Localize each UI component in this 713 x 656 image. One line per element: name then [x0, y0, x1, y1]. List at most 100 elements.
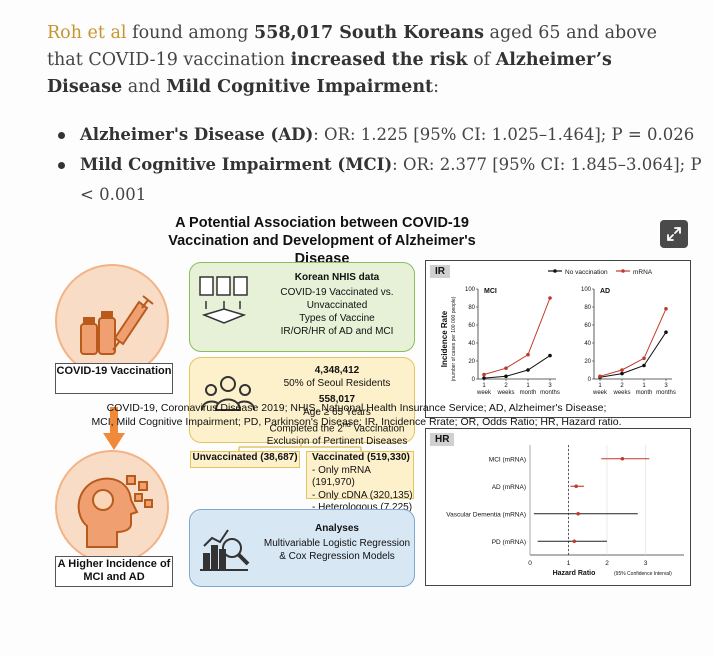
result-item-ad: Alzheimer's Disease (AD): OR: 1.225 [95%… [58, 120, 713, 150]
result-stat: : OR: 2.377 [95% CI: 1.845–3.064]; P < 0… [80, 155, 702, 204]
y-tick-label: 20 [584, 359, 591, 365]
data-point [664, 330, 668, 334]
ir-chart: No vaccination mRNA Incidence Rate (number … [440, 269, 676, 396]
legend-label: No vaccination [565, 269, 608, 276]
data-point [664, 307, 668, 311]
y-tick-label: 80 [468, 305, 475, 311]
documents-icon [199, 276, 248, 324]
row-label: AD (mRNA) [492, 484, 526, 491]
x-tick-label: months [656, 390, 676, 396]
x-tick-label: 1 [526, 383, 530, 389]
data-point [504, 366, 508, 370]
data-point [620, 371, 624, 376]
y-tick-label: 0 [588, 377, 592, 383]
series-line [599, 308, 667, 377]
x-tick-label: month [636, 390, 653, 396]
intro-ad: Alzheimer’s Disease [47, 50, 612, 97]
y-axis-subtitle: (number of cases per 100 000 people) [451, 296, 457, 381]
figure-title: A Potential Association between COVID-19… [168, 215, 476, 267]
cohort-line: 50% of Seoul Residents [283, 378, 391, 389]
x-axis-subtitle: (95% Confidence Interval) [614, 571, 672, 577]
cohort-count-1: 4,348,412 [314, 365, 360, 376]
data-point [526, 368, 530, 372]
series-line [483, 297, 551, 375]
analyses-title: Analyses [315, 523, 359, 534]
cohort-line: Exclusion of Pertinent Diseases [266, 436, 408, 448]
x-tick-label: week [592, 390, 608, 396]
intro-risk: increased the risk [290, 50, 468, 70]
vaccinated-item: - Only cDNA (320,135) [312, 489, 413, 501]
y-tick-label: 60 [584, 323, 591, 329]
x-tick-label: 1 [482, 383, 486, 389]
vaccination-label: COVID-19 Vaccination [55, 363, 173, 394]
vaccinated-item: - Only mRNA (191,970) [312, 464, 371, 489]
cohort-line: Completed the 2nd Vaccination [269, 422, 405, 435]
brain-head-icon [77, 475, 153, 548]
row-label: Vascular Dementia (mRNA) [446, 511, 526, 518]
y-tick-label: 40 [584, 341, 591, 347]
data-point [504, 374, 508, 379]
result-name: Mild Cognitive Impairment (MCI) [80, 155, 393, 174]
analyses-box: Analyses Multivariable Logistic Regressi… [189, 509, 415, 587]
y-tick-label: 100 [581, 287, 592, 293]
chart-magnifier-icon [200, 529, 250, 571]
outcome-circle [55, 450, 169, 564]
y-tick-label: 0 [472, 377, 476, 383]
data-source-line: Types of Vaccine [299, 313, 375, 324]
y-axis-title: Incidence Rate [440, 310, 449, 367]
figure-caption: COVID-19, Coronavirus Disease 2019; NHIS… [0, 401, 713, 429]
people-group-icon [201, 376, 255, 411]
row-label: MCI (mRNA) [489, 456, 526, 463]
x-tick-label: 2 [504, 383, 508, 389]
analyses-line: & Cox Regression Models [279, 551, 395, 562]
panel-title: AD [600, 288, 610, 295]
caption-line: MCI, Mild Cognitive Impairment; PD, Park… [91, 416, 622, 428]
estimate-point [620, 456, 625, 461]
x-tick-label: 3 [644, 560, 648, 567]
legend-marker [553, 269, 557, 273]
result-list: Alzheimer's Disease (AD): OR: 1.225 [95%… [58, 120, 713, 204]
x-tick-label: 1 [567, 560, 571, 567]
intro-mci: Mild Cognitive Impairment [166, 77, 434, 97]
data-point [526, 352, 530, 357]
y-tick-label: 80 [584, 305, 591, 311]
x-tick-label: week [476, 390, 492, 396]
ir-tag: IR [430, 265, 450, 278]
vaccinated-item: - Heterologous (7,225) [312, 502, 413, 513]
split-connector [238, 441, 362, 453]
data-point [642, 356, 646, 361]
data-source-box: Korean NHIS data COVID-19 Vaccinated vs.… [189, 262, 415, 352]
data-source-line: IR/OR/HR of AD and MCI [280, 326, 394, 337]
syringe-icon [80, 295, 154, 355]
result-stat: : OR: 1.225 [95% CI: 1.025–1.464]; P = 0… [313, 125, 695, 144]
hr-panel: HR 0 1 2 3 MCI (mRNA) AD (mRNA) Vascular Demen… [425, 428, 691, 586]
vaccinated-group: Vaccinated (519,330) - Only mRNA (191,97… [306, 451, 414, 513]
arrow-down-icon [103, 407, 125, 450]
intro-paragraph: Roh et al found among 558,017 South Kore… [47, 20, 687, 101]
y-tick-label: 20 [468, 359, 475, 365]
data-point [642, 363, 646, 368]
panel-title: MCI [484, 288, 497, 295]
x-tick-label: 0 [528, 560, 532, 567]
legend-label: mRNA [633, 269, 653, 276]
expand-button[interactable] [660, 220, 688, 248]
author-link[interactable]: Roh et al [47, 23, 127, 43]
expand-icon [667, 227, 681, 241]
cohort-box: 4,348,412 50% of Seoul Residents 558,017… [189, 357, 415, 447]
x-tick-label: 2 [620, 383, 624, 389]
estimate-point [576, 511, 580, 516]
x-tick-label: weeks [612, 390, 630, 396]
y-tick-label: 100 [465, 287, 476, 293]
series-line [483, 355, 551, 379]
x-tick-label: 3 [664, 383, 668, 389]
cohort-line: Age ≥ 65 Years [303, 407, 371, 418]
unvaccinated-group: Unvaccinated (38,687) [190, 451, 300, 468]
data-source-title: Korean NHIS data [294, 272, 380, 283]
data-point [548, 353, 552, 358]
analyses-line: Multivariable Logistic Regression [263, 538, 411, 549]
data-point [482, 372, 486, 377]
x-tick-label: 3 [548, 383, 552, 389]
x-tick-label: month [520, 390, 537, 396]
result-name: Alzheimer's Disease (AD) [80, 125, 314, 144]
vaccine-circle [55, 264, 169, 378]
